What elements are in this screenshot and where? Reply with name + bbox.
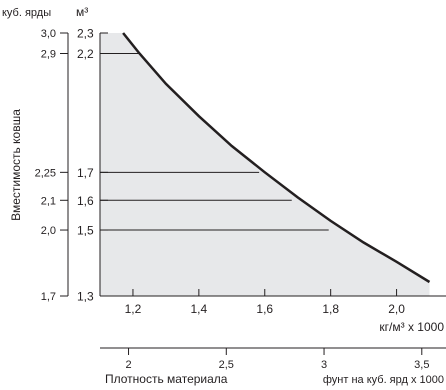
x-axis-secondary-title: Плотность материала	[105, 372, 228, 386]
x-tick-label: 1,2	[125, 302, 142, 316]
y-tick-label: 1,7	[77, 166, 94, 180]
y-tick-label: 1,3	[77, 290, 94, 304]
x-axis-secondary-ticks: 2 2,5 3 3,5	[125, 348, 429, 371]
grid-lines	[100, 52, 329, 231]
y-secondary-tick-label: 2,0	[41, 225, 56, 237]
x-secondary-tick-label: 2	[125, 359, 131, 371]
y-secondary-tick-label: 2,9	[41, 48, 56, 60]
x-secondary-tick-label: 3	[321, 359, 327, 371]
x-secondary-tick-label: 3,5	[414, 359, 429, 371]
y-tick-label: 2,2	[77, 47, 94, 61]
y-tick-label: 1,6	[77, 194, 94, 208]
y-axis-ticks: 1,3 1,7 1,5 2,0 1,6 2,1 1,7 2,25 2,2 2,9 2,3 3,0	[35, 27, 108, 304]
y-axis-title: Вместимость ковша	[9, 109, 23, 221]
capacity-area	[100, 33, 430, 296]
y-secondary-tick-label: 3,0	[41, 28, 56, 40]
y-secondary-tick-label: 2,1	[41, 195, 56, 207]
x-axis-ticks: 1,2 1,4 1,6 1,8 2,0	[125, 289, 405, 316]
capacity-curve	[122, 32, 431, 284]
x-axis-secondary-unit: фунт на куб. ярд x 1000	[323, 374, 444, 386]
x-tick-label: 1,4	[191, 302, 208, 316]
left-unit-label: куб. ярды	[2, 7, 51, 19]
y-secondary-tick-label: 2,25	[35, 167, 56, 179]
y-secondary-tick-label: 1,7	[41, 291, 56, 303]
x-tick-label: 1,8	[322, 302, 339, 316]
x-tick-label: 2,0	[388, 302, 405, 316]
x-tick-label: 1,6	[256, 302, 273, 316]
y-tick-label: 2,3	[77, 27, 94, 41]
x-secondary-tick-label: 2,5	[219, 359, 234, 371]
x-axis-label: кг/м³ x 1000	[379, 320, 444, 334]
right-unit-label: м³	[76, 5, 88, 19]
y-tick-label: 1,5	[77, 224, 94, 238]
